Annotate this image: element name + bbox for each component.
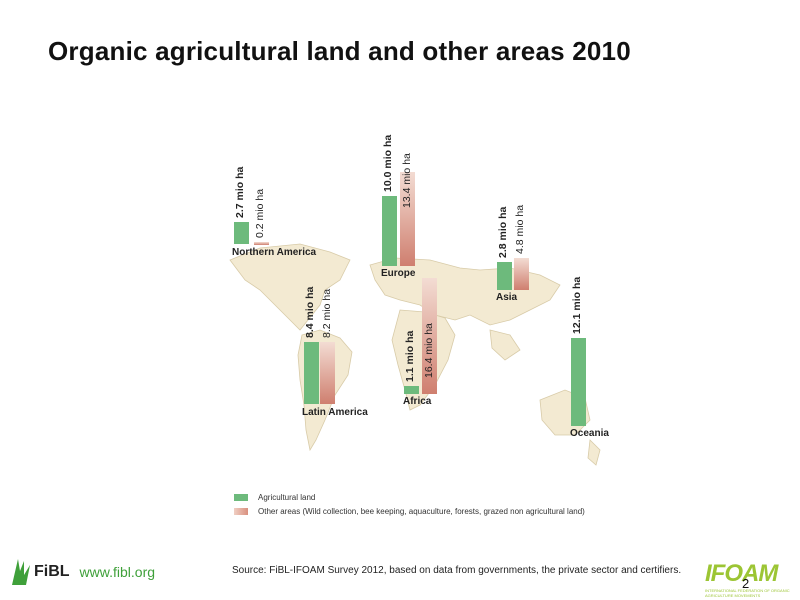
page-number: 2 [742, 576, 750, 591]
bar-northern-america-other [254, 242, 269, 245]
ifoam-subtitle: INTERNATIONAL FEDERATION OF ORGANIC AGRI… [705, 588, 790, 598]
bar-africa-agri [404, 386, 419, 394]
fibl-url-link[interactable]: www.fibl.org [79, 564, 156, 580]
region-northern-america: Northern America [232, 247, 317, 258]
region-africa: Africa [403, 396, 432, 407]
label-europe-other: 13.4 mio ha [401, 153, 413, 208]
region-asia: Asia [496, 292, 518, 303]
bar-europe-agri [382, 196, 397, 266]
label-northern-america-other: 0.2 mio ha [254, 188, 266, 238]
label-europe-agri: 10.0 mio ha [382, 134, 394, 192]
legend-swatch-red [234, 507, 248, 515]
legend-item-agri: Agricultural land [234, 490, 585, 504]
bar-oceania-agri [571, 338, 586, 426]
chart-legend: Agricultural land Other areas (Wild coll… [234, 490, 585, 518]
ifoam-logo: IFOAM INTERNATIONAL FEDERATION OF ORGANI… [705, 560, 795, 598]
bar-asia-other [514, 258, 529, 290]
bar-africa-other [422, 278, 437, 394]
region-latin-america: Latin America [302, 407, 368, 418]
source-note: Source: FiBL-IFOAM Survey 2012, based on… [232, 565, 682, 576]
label-latin-america-agri: 8.4 mio ha [304, 286, 316, 338]
legend-swatch-green [234, 493, 248, 501]
region-europe: Europe [381, 268, 416, 279]
legend-item-other: Other areas (Wild collection, bee keepin… [234, 504, 585, 518]
label-africa-agri: 1.1 mio ha [404, 330, 416, 382]
label-northern-america-agri: 2.7 mio ha [234, 166, 246, 218]
bar-latin-america-agri [304, 342, 319, 404]
fibl-leaf-icon [12, 559, 30, 585]
fibl-name: FiBL [34, 563, 70, 580]
slide-title: Organic agricultural land and other area… [48, 36, 631, 66]
label-latin-america-other: 8.2 mio ha [321, 288, 333, 338]
legend-label-other: Other areas (Wild collection, bee keepin… [258, 506, 585, 516]
label-africa-other: 16.4 mio ha [423, 323, 435, 378]
label-asia-other: 4.8 mio ha [514, 204, 526, 254]
legend-label-agri: Agricultural land [258, 492, 316, 502]
label-oceania-agri: 12.1 mio ha [571, 276, 583, 334]
fibl-logo: FiBL www.fibl.org [10, 557, 155, 587]
bar-europe-other [400, 172, 415, 266]
bar-northern-america-agri [234, 222, 249, 244]
bar-asia-agri [497, 262, 512, 290]
world-map-chart: 2.7 mio ha 0.2 mio ha Northern America 1… [220, 120, 620, 520]
label-asia-agri: 2.8 mio ha [497, 206, 509, 258]
world-map-icon [229, 243, 601, 466]
ifoam-logo-text: IFOAM [705, 560, 778, 587]
bar-latin-america-other [320, 342, 335, 404]
region-oceania: Oceania [570, 428, 609, 439]
